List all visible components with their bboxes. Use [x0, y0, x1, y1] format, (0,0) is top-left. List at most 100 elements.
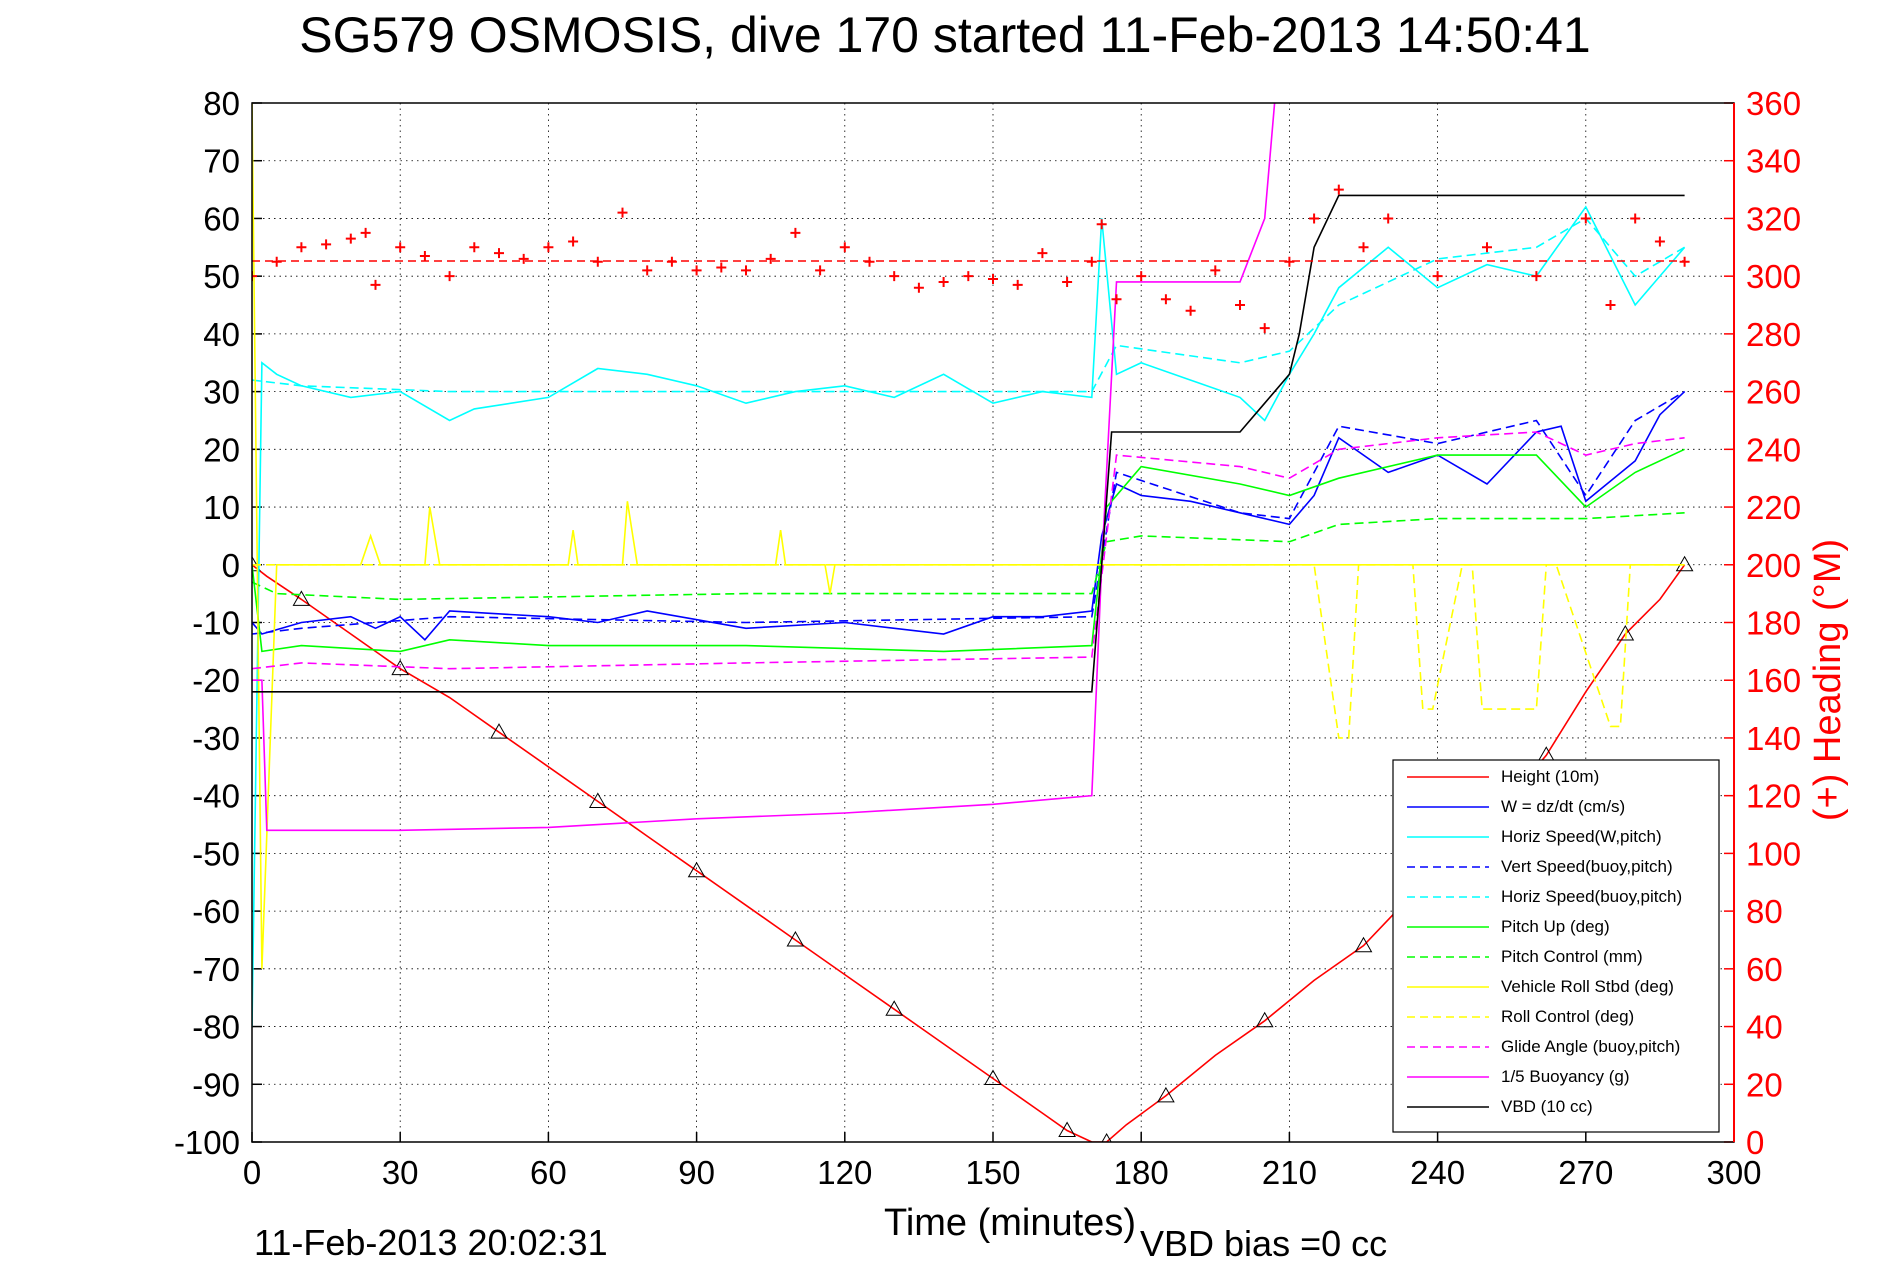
height-marker	[1255, 1011, 1274, 1028]
y-tick-label: -70	[192, 951, 240, 988]
y-right-tick-label: 360	[1746, 85, 1801, 122]
heading-point	[815, 265, 826, 276]
heading-point	[839, 242, 850, 253]
heading-point	[1654, 236, 1665, 247]
series-horiz-speed-w-pitch	[252, 205, 1686, 1027]
height-marker	[687, 861, 706, 878]
y-tick-labels: 80 70 60 50 40 30 20 10 0 -10 -20 -30 -40 -50 -60 -70 -8…	[174, 85, 240, 1161]
x-tick-label: 30	[382, 1154, 419, 1191]
y-right-tick-labels: 3603403203002802602402202001801601401201…	[1746, 85, 1801, 1161]
y-tick-label: 30	[203, 374, 240, 411]
y-tick-label: -20	[192, 662, 240, 699]
heading-point	[1358, 242, 1369, 253]
heading-point	[889, 271, 900, 282]
y-right-tick-label: 160	[1746, 662, 1801, 699]
height-marker	[1354, 936, 1373, 953]
heading-point	[913, 282, 924, 293]
series-pitch-control-mm-line	[252, 512, 1685, 601]
series-1-5-buoyancy-g-line	[252, 103, 1276, 832]
y-tick-label: 40	[203, 316, 240, 353]
legend-label: Height (10m)	[1501, 767, 1599, 786]
heading-point	[765, 253, 776, 264]
heading-point	[1012, 279, 1023, 290]
y-right-axis-label: (+) Heading (°M)	[1807, 539, 1849, 821]
legend-label: Glide Angle (buoy,pitch)	[1501, 1037, 1680, 1056]
x-tick-label: 300	[1706, 1154, 1761, 1191]
heading-point	[1259, 323, 1270, 334]
heading-point	[592, 256, 603, 267]
series-w-dz-dt-cm-s	[252, 391, 1686, 641]
heading-point	[864, 256, 875, 267]
x-tick-label: 240	[1410, 1154, 1465, 1191]
y-right-tick-label: 180	[1746, 605, 1801, 642]
heading-point	[543, 242, 554, 253]
heading-point	[1086, 256, 1097, 267]
series-layer	[252, 103, 1694, 1142]
heading-point	[938, 276, 949, 287]
x-axis-label: Time (minutes)	[884, 1202, 1136, 1244]
series-pitch-control-mm	[252, 512, 1685, 601]
legend-label: W = dz/dt (cm/s)	[1501, 797, 1625, 816]
y-right-tick-label: 80	[1746, 893, 1783, 930]
x-tick-labels: 0 30 60 90 120 150 180 210 240 270 300	[243, 1154, 1762, 1191]
y-right-tick-label: 260	[1746, 374, 1801, 411]
y-right-tick-label: 40	[1746, 1009, 1783, 1046]
y-right-tick-label: 0	[1746, 1124, 1764, 1161]
legend-label: Pitch Control (mm)	[1501, 947, 1643, 966]
heading-point	[419, 250, 430, 261]
height-marker	[1157, 1086, 1175, 1103]
height-marker	[786, 930, 805, 947]
heading-point	[360, 227, 371, 238]
series-horiz-speed-w-pitch-line	[252, 205, 1686, 1027]
series-vert-speed-buoy-pitch-line	[252, 390, 1686, 635]
x-tick-label: 180	[1114, 1154, 1169, 1191]
y-tick-label: -90	[192, 1066, 240, 1103]
x-tick-label: 150	[965, 1154, 1020, 1191]
legend-box	[1392, 759, 1720, 1133]
heading-point	[1284, 256, 1295, 267]
heading-point	[1160, 294, 1171, 305]
legend-label: Pitch Up (deg)	[1501, 917, 1610, 936]
heading-point	[1111, 294, 1122, 305]
heading-point	[1136, 271, 1147, 282]
series-horiz-speed-buoy-pitch	[252, 217, 1686, 393]
height-marker	[885, 1000, 904, 1016]
y-right-tick-label: 120	[1746, 778, 1801, 815]
height-marker	[1675, 555, 1694, 572]
y-tick-label: 0	[222, 547, 240, 584]
heading-point	[321, 239, 332, 250]
heading-point	[1531, 271, 1542, 282]
heading-point	[1482, 242, 1492, 253]
y-tick-label: 10	[203, 489, 240, 526]
heading-point	[494, 248, 504, 259]
series-vert-speed-buoy-pitch	[252, 390, 1686, 635]
height-marker	[1058, 1121, 1076, 1137]
y-right-tick-label: 320	[1746, 200, 1801, 237]
heading-point	[1062, 276, 1073, 287]
heading-point	[1432, 271, 1443, 282]
heading-point	[1235, 300, 1245, 311]
legend-label: Horiz Speed(buoy,pitch)	[1501, 887, 1682, 906]
y-right-tick-label: 240	[1746, 431, 1801, 468]
y-right-tick-label: 60	[1746, 951, 1783, 988]
height-marker	[490, 723, 508, 739]
y-tick-label: -100	[174, 1124, 240, 1161]
heading-point	[1309, 213, 1320, 224]
heading-point	[1037, 248, 1048, 259]
y-tick-label: 20	[203, 431, 240, 468]
y-tick-label: -60	[192, 893, 240, 930]
legend-label: 1/5 Buoyancy (g)	[1501, 1067, 1630, 1086]
height-marker	[1616, 625, 1635, 641]
y-right-tick-label: 280	[1746, 316, 1801, 353]
heading-point	[691, 265, 702, 276]
y-tick-label: 60	[203, 200, 240, 237]
heading-point	[345, 233, 356, 244]
y-tick-label: 80	[203, 85, 240, 122]
footer-timestamp: 11-Feb-2013 20:02:31	[254, 1222, 608, 1262]
height-marker	[984, 1069, 1002, 1086]
y-right-tick-label: 300	[1746, 258, 1801, 295]
heading-point	[617, 207, 628, 218]
heading-point	[469, 242, 480, 253]
y-tick-label: 50	[203, 258, 240, 295]
chart-title: SG579 OSMOSIS, dive 170 started 11-Feb-2…	[299, 7, 1591, 63]
